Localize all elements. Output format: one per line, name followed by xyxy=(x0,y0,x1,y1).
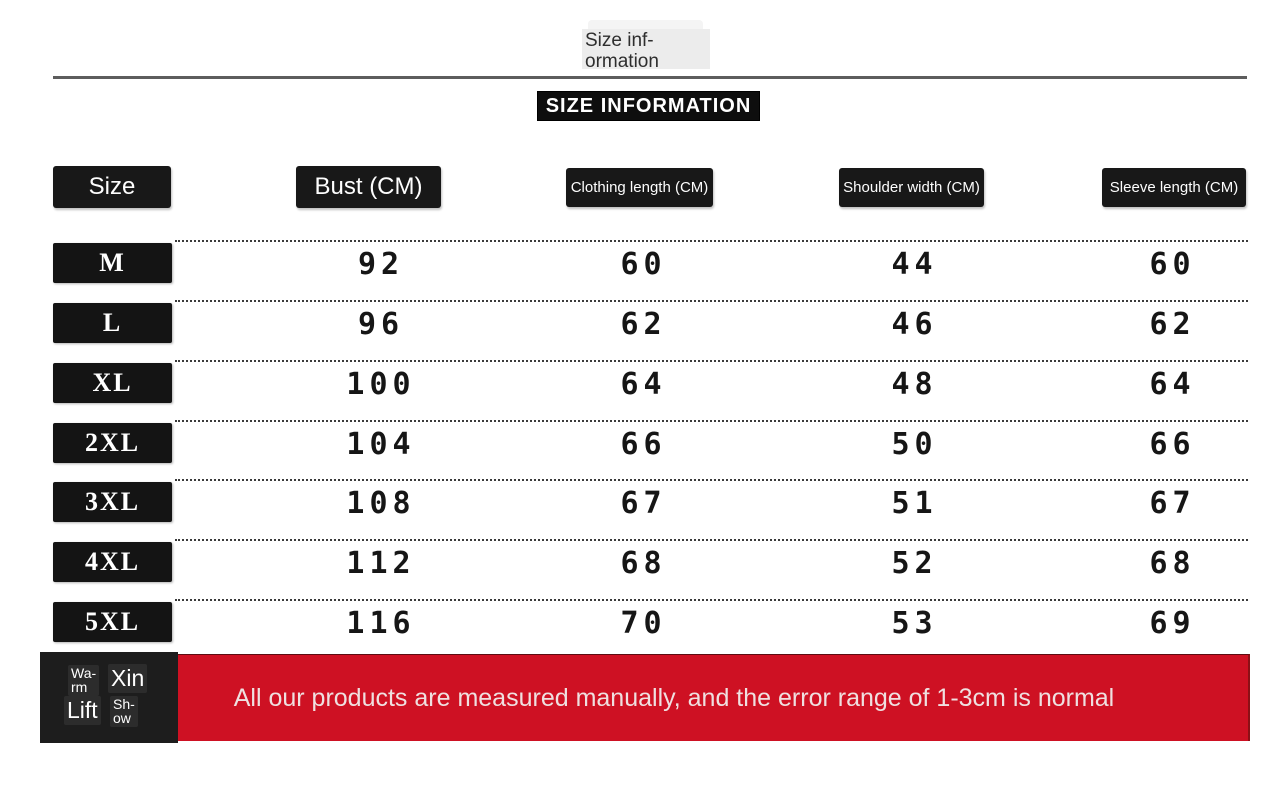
table-row-l: L 96 62 46 62 xyxy=(0,300,1287,360)
clothing-length-value: 70 xyxy=(620,605,667,641)
size-label: XL xyxy=(53,363,172,403)
size-label: 3XL xyxy=(53,482,172,522)
stamp-text-xin: Xin xyxy=(108,664,148,693)
shoulder-width-value: 48 xyxy=(891,366,938,402)
table-row-2xl: 2XL 104 66 50 66 xyxy=(0,420,1287,480)
divider-line xyxy=(53,76,1247,79)
row-divider-dotted xyxy=(175,240,1248,242)
bust-value: 116 xyxy=(346,605,416,641)
clothing-length-value: 66 xyxy=(620,426,667,462)
column-header-bust: Bust (CM) xyxy=(296,166,441,208)
table-row-3xl: 3XL 108 67 51 67 xyxy=(0,479,1287,539)
shoulder-width-value: 44 xyxy=(891,246,938,282)
clothing-length-value: 67 xyxy=(620,485,667,521)
row-divider-dotted xyxy=(175,479,1248,481)
column-header-size: Size xyxy=(53,166,171,208)
shoulder-width-value: 52 xyxy=(891,545,938,581)
size-label: 5XL xyxy=(53,602,172,642)
clothing-length-value: 62 xyxy=(620,306,667,342)
shoulder-width-value: 53 xyxy=(891,605,938,641)
table-row-xl: XL 100 64 48 64 xyxy=(0,360,1287,420)
bust-value: 104 xyxy=(346,426,416,462)
sleeve-length-value: 62 xyxy=(1149,306,1196,342)
column-header-shoulder-width: Shoulder width (CM) xyxy=(839,168,984,207)
table-row-5xl: 5XL 116 70 53 69 xyxy=(0,599,1287,659)
stamp-text-warm: Wa- rm xyxy=(68,665,100,697)
size-label: M xyxy=(53,243,172,283)
row-divider-dotted xyxy=(175,300,1248,302)
size-label: 2XL xyxy=(53,423,172,463)
sleeve-length-value: 64 xyxy=(1149,366,1196,402)
clothing-length-value: 64 xyxy=(620,366,667,402)
size-information-badge: SIZE INFORMATION xyxy=(537,91,760,121)
table-row-m: M 92 60 44 60 xyxy=(0,240,1287,300)
stamp-text-show: Sh- ow xyxy=(110,696,138,728)
row-divider-dotted xyxy=(175,599,1248,601)
bust-value: 112 xyxy=(346,545,416,581)
bust-value: 100 xyxy=(346,366,416,402)
clothing-length-value: 68 xyxy=(620,545,667,581)
bust-value: 96 xyxy=(357,306,405,342)
row-divider-dotted xyxy=(175,360,1248,362)
sleeve-length-value: 67 xyxy=(1149,485,1196,521)
shoulder-width-value: 51 xyxy=(891,485,938,521)
translated-size-label: Size inf- ormation xyxy=(582,29,710,72)
size-label: 4XL xyxy=(53,542,172,582)
row-divider-dotted xyxy=(175,539,1248,541)
clothing-length-value: 60 xyxy=(620,246,667,282)
stamp-text-lift: Lift xyxy=(64,696,101,725)
shoulder-width-value: 50 xyxy=(891,426,938,462)
column-header-clothing-length: Clothing length (CM) xyxy=(566,168,713,207)
sleeve-length-value: 60 xyxy=(1149,246,1196,282)
brand-stamp-box: Wa- rm Xin Lift Sh- ow xyxy=(40,652,178,743)
measurement-notice-text: All our products are measured manually, … xyxy=(233,683,1115,712)
bust-value: 92 xyxy=(357,246,405,282)
measurement-notice-banner: All our products are measured manually, … xyxy=(178,654,1250,741)
table-row-4xl: 4XL 112 68 52 68 xyxy=(0,539,1287,599)
bust-value: 108 xyxy=(346,485,416,521)
sleeve-length-value: 69 xyxy=(1149,605,1196,641)
row-divider-dotted xyxy=(175,420,1248,422)
column-header-sleeve-length: Sleeve length (CM) xyxy=(1102,168,1246,207)
shoulder-width-value: 46 xyxy=(891,306,938,342)
sleeve-length-value: 68 xyxy=(1149,545,1196,581)
sleeve-length-value: 66 xyxy=(1149,426,1196,462)
size-label: L xyxy=(53,303,172,343)
